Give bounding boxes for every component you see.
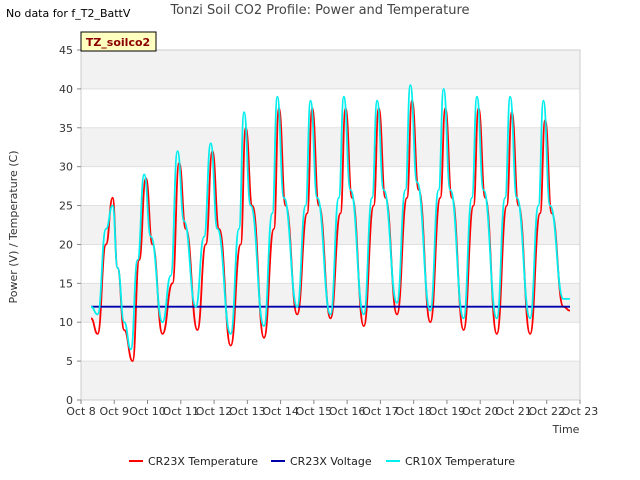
- x-tick-label: Oct 18: [395, 405, 432, 418]
- annotation-box: [80, 31, 157, 52]
- grid-band: [81, 50, 580, 89]
- x-axis-label: Time: [552, 423, 580, 436]
- x-tick-label: Oct 16: [329, 405, 366, 418]
- y-axis-ticks: 0 5 10 15 20 25 30 35 40 45: [59, 44, 81, 407]
- y-tick-label: 5: [66, 355, 73, 368]
- grid-band: [81, 127, 580, 167]
- grid-bands: [81, 49, 580, 401]
- chart-title: Tonzi Soil CO2 Profile: Power and Temper…: [170, 3, 470, 18]
- grid-band: [81, 361, 580, 400]
- x-tick-label: Oct 12: [196, 405, 233, 418]
- x-tick-label: Oct 10: [129, 405, 166, 418]
- grid-band: [81, 322, 580, 362]
- grid-band: [81, 283, 580, 323]
- series-lines: [90, 84, 571, 362]
- annotation-tag: TZ_soilco2: [80, 31, 157, 52]
- grid-band: [81, 166, 580, 206]
- y-tick-label: 25: [59, 200, 73, 213]
- x-tick-label: Oct 9: [100, 405, 130, 418]
- no-data-message: No data for f_T2_BattV: [6, 7, 131, 20]
- y-tick-label: 35: [59, 122, 73, 135]
- series-line-cr10x-temperature: [90, 84, 570, 351]
- x-tick-label: Oct 15: [296, 405, 333, 418]
- x-tick-label: Oct 14: [262, 405, 299, 418]
- y-tick-label: 20: [59, 238, 73, 251]
- y-tick-label: 10: [59, 316, 73, 329]
- grid-band: [81, 88, 580, 128]
- grid-band: [81, 244, 580, 284]
- annotation-text: TZ_soilco2: [86, 36, 150, 49]
- x-tick-label: Oct 17: [362, 405, 399, 418]
- plot-frame: [80, 49, 581, 401]
- y-tick-label: 0: [66, 394, 73, 407]
- legend-label: CR10X Temperature: [405, 455, 515, 468]
- x-tick-label: Oct 13: [229, 405, 266, 418]
- legend-label: CR23X Voltage: [290, 455, 372, 468]
- y-tick-label: 40: [59, 83, 73, 96]
- x-tick-label: Oct 19: [429, 405, 466, 418]
- y-tick-label: 30: [59, 161, 73, 174]
- y-tick-label: 15: [59, 277, 73, 290]
- legend: CR23X Temperature CR23X Voltage CR10X Temp…: [129, 455, 515, 468]
- legend-label: CR23X Temperature: [148, 455, 258, 468]
- y-axis-label: Power (V) / Temperature (C): [7, 150, 20, 303]
- y-tick-label: 45: [59, 44, 73, 57]
- x-tick-label: Oct 8: [66, 405, 96, 418]
- x-tick-label: Oct 23: [562, 405, 599, 418]
- x-tick-label: Oct 21: [495, 405, 532, 418]
- x-tick-label: Oct 22: [528, 405, 565, 418]
- x-tick-label: Oct 20: [462, 405, 499, 418]
- x-tick-label: Oct 11: [163, 405, 200, 418]
- grid-band: [81, 205, 580, 245]
